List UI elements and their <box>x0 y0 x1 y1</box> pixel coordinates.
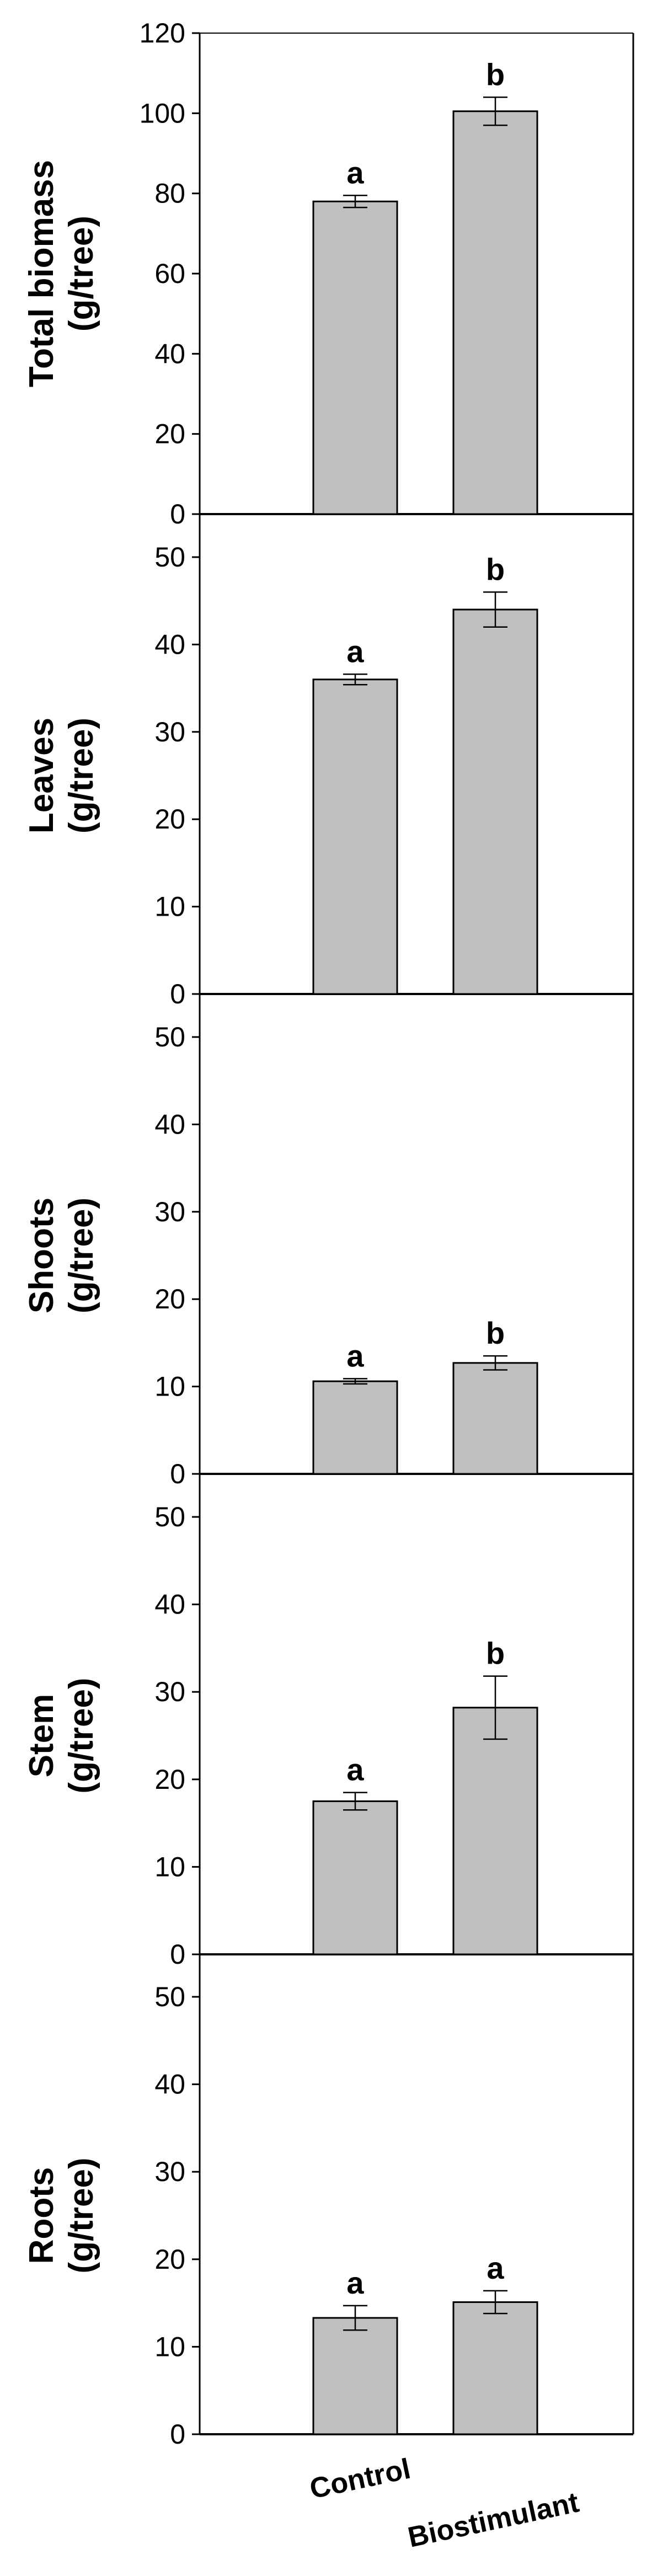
y-tick-label: 0 <box>170 979 185 1009</box>
chart-panel-3: 0 10 20 30 40 50 Shoots(g/tree) a b <box>23 994 634 1489</box>
y-tick-label: 50 <box>154 1022 185 1052</box>
y-tick-label: 60 <box>154 258 185 289</box>
y-tick-label: 40 <box>154 1589 185 1620</box>
y-axis-label: Shoots(g/tree) <box>23 1198 100 1313</box>
y-tick-label: 20 <box>154 419 185 450</box>
significance-letter: a <box>346 2265 364 2300</box>
y-axis-label-line: Shoots <box>23 1198 61 1313</box>
bar-control <box>312 200 398 515</box>
y-tick-label: 20 <box>154 804 185 835</box>
y-tick-label: 120 <box>140 18 185 49</box>
y-tick-label: 50 <box>154 542 185 573</box>
y-tick-label: 100 <box>140 98 185 129</box>
y-axis-label-line: (g/tree) <box>62 718 100 833</box>
y-axis-label: Total biomass(g/tree) <box>23 160 100 387</box>
y-tick-label: 20 <box>154 2244 185 2275</box>
bar-biostimulant <box>452 1362 538 1475</box>
y-tick-label: 80 <box>154 178 185 209</box>
significance-letter: b <box>486 1316 505 1350</box>
y-tick-label: 10 <box>154 2331 185 2362</box>
y-axis-label: Roots(g/tree) <box>23 2157 100 2273</box>
y-tick-label: 50 <box>154 1981 185 2012</box>
x-category-label-control: Control <box>307 2453 413 2505</box>
y-axis-label-line: Leaves <box>23 718 61 833</box>
y-axis-label-line: (g/tree) <box>62 1677 100 1793</box>
chart-panel-4: 0 10 20 30 40 50 Stem(g/tree) a b <box>23 1474 634 1970</box>
y-tick-label: 10 <box>154 1851 185 1882</box>
y-tick-label: 0 <box>170 499 185 530</box>
y-tick-label: 40 <box>154 2069 185 2100</box>
y-tick-label: 10 <box>154 891 185 922</box>
bar-control <box>312 678 398 995</box>
significance-letter: a <box>346 634 364 669</box>
y-axis-label-line: (g/tree) <box>62 216 100 332</box>
y-tick-label: 40 <box>154 1109 185 1140</box>
bar-control <box>312 1380 398 1475</box>
bar-control <box>312 1800 398 1955</box>
y-tick-label: 30 <box>154 2156 185 2187</box>
chart-panel-1: 0 20 40 60 80 100 120 Total biomass(g/tree) a b <box>23 18 634 530</box>
significance-letter: b <box>486 57 505 92</box>
y-axis-label-line: Total biomass <box>23 160 61 387</box>
y-tick-label: 0 <box>170 1458 185 1489</box>
y-tick-label: 40 <box>154 629 185 660</box>
y-tick-label: 10 <box>154 1371 185 1402</box>
y-axis-label: Leaves(g/tree) <box>23 718 100 833</box>
y-tick-label: 20 <box>154 1764 185 1795</box>
y-axis-label-line: (g/tree) <box>62 2157 100 2273</box>
y-tick-label: 30 <box>154 1676 185 1707</box>
y-tick-label: 20 <box>154 1284 185 1314</box>
x-category-label-biostimulant: Biostimulant <box>405 2487 581 2554</box>
significance-letter: b <box>486 1636 505 1671</box>
bar-biostimulant <box>452 110 538 515</box>
chart-panel-5: 0 10 20 30 40 50 Roots(g/tree) a a <box>23 1954 634 2450</box>
bar-control <box>312 2317 398 2435</box>
significance-letter: a <box>487 2251 504 2285</box>
bar-biostimulant <box>452 608 538 995</box>
y-axis-label-line: Roots <box>23 2167 61 2264</box>
significance-letter: a <box>346 1752 364 1787</box>
significance-letter: a <box>346 155 364 190</box>
y-tick-label: 30 <box>154 717 185 747</box>
y-tick-label: 0 <box>170 2419 185 2450</box>
y-tick-label: 50 <box>154 1501 185 1532</box>
chart-panel-2: 0 10 20 30 40 50 Leaves(g/tree) a b <box>23 514 634 1009</box>
y-tick-label: 30 <box>154 1196 185 1227</box>
y-tick-label: 40 <box>154 338 185 369</box>
y-tick-label: 0 <box>170 1939 185 1970</box>
y-axis-label-line: (g/tree) <box>62 1198 100 1313</box>
significance-letter: b <box>486 552 505 586</box>
significance-letter: a <box>346 1338 364 1373</box>
bar-biostimulant <box>452 2301 538 2435</box>
y-axis-label: Stem(g/tree) <box>23 1677 100 1793</box>
y-axis-label-line: Stem <box>23 1694 61 1778</box>
bar-biostimulant <box>452 1707 538 1955</box>
